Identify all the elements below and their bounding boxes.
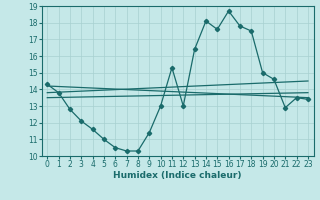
X-axis label: Humidex (Indice chaleur): Humidex (Indice chaleur) <box>113 171 242 180</box>
